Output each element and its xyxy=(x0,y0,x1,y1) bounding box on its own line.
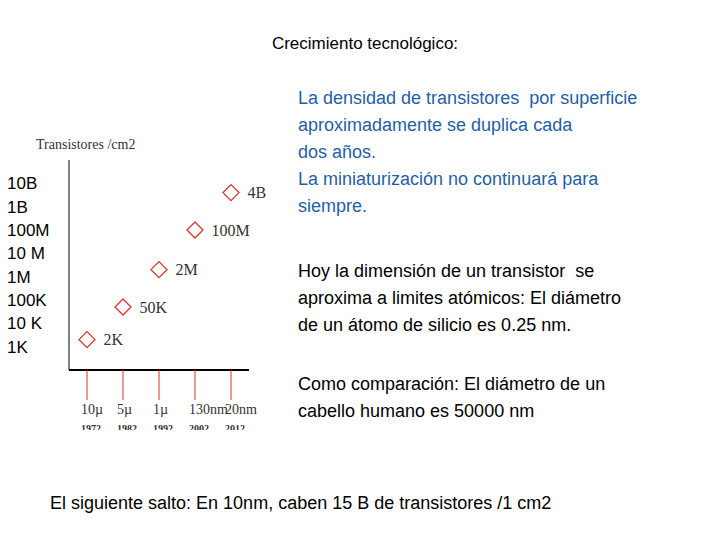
html-text:cabello humano es 50000 nm: cabello humano es 50000 nm xyxy=(298,401,535,421)
svg-text:1µ: 1µ xyxy=(153,402,168,417)
html-text:aproxima a limites atómicos: E: aproxima a limites atómicos: El diámetro xyxy=(298,288,622,308)
html-text:La densidad de transistores po: La densidad de transistores por superfic… xyxy=(298,88,638,108)
svg-text:20nm: 20nm xyxy=(225,402,257,417)
html-text:El siguiente salto: En 10nm, c: El siguiente salto: En 10nm, caben 15 B … xyxy=(50,493,552,513)
svg-text:10 K: 10 K xyxy=(8,314,43,333)
html-text:Crecimiento tecnológico:: Crecimiento tecnológico: xyxy=(271,34,459,53)
svg-text:1K: 1K xyxy=(8,338,28,357)
svg-text:100M: 100M xyxy=(212,222,250,239)
html-text:Transistores /cm2: Transistores /cm2 xyxy=(36,137,136,152)
svg-text:2K: 2K xyxy=(104,331,124,348)
svg-text:1992: 1992 xyxy=(153,423,173,430)
svg-text:1982: 1982 xyxy=(117,423,137,430)
svg-text:2012: 2012 xyxy=(225,423,245,430)
svg-text:130nm: 130nm xyxy=(189,402,228,417)
html-text:dos años.: dos años. xyxy=(298,142,377,162)
svg-text:10B: 10B xyxy=(8,174,37,193)
svg-text:10µ: 10µ xyxy=(81,402,103,417)
html-text:de un átomo de silicio es 0.25: de un átomo de silicio es 0.25 nm. xyxy=(298,315,572,335)
svg-text:10 M: 10 M xyxy=(8,244,45,263)
html-text:Como comparación: El diámetro: Como comparación: El diámetro de un xyxy=(298,374,606,394)
html-text:aproximadamente se duplica cad: aproximadamente se duplica cada xyxy=(298,115,573,135)
svg-text:50K: 50K xyxy=(140,299,168,316)
html-text:siempre.: siempre. xyxy=(298,196,367,216)
svg-text:5µ: 5µ xyxy=(117,402,132,417)
svg-text:1M: 1M xyxy=(8,268,31,287)
html-text:Hoy la dimensión de un transis: Hoy la dimensión de un transistor se xyxy=(298,261,595,281)
svg-text:1972: 1972 xyxy=(81,423,101,430)
svg-text:100M: 100M xyxy=(8,221,50,240)
svg-text:4B: 4B xyxy=(248,184,267,201)
svg-text:2M: 2M xyxy=(176,261,198,278)
svg-text:1B: 1B xyxy=(8,198,28,217)
svg-text:100K: 100K xyxy=(8,291,47,310)
svg-text:2002: 2002 xyxy=(189,423,209,430)
html-text:La miniaturización no continua: La miniaturización no continuará para xyxy=(298,169,599,189)
